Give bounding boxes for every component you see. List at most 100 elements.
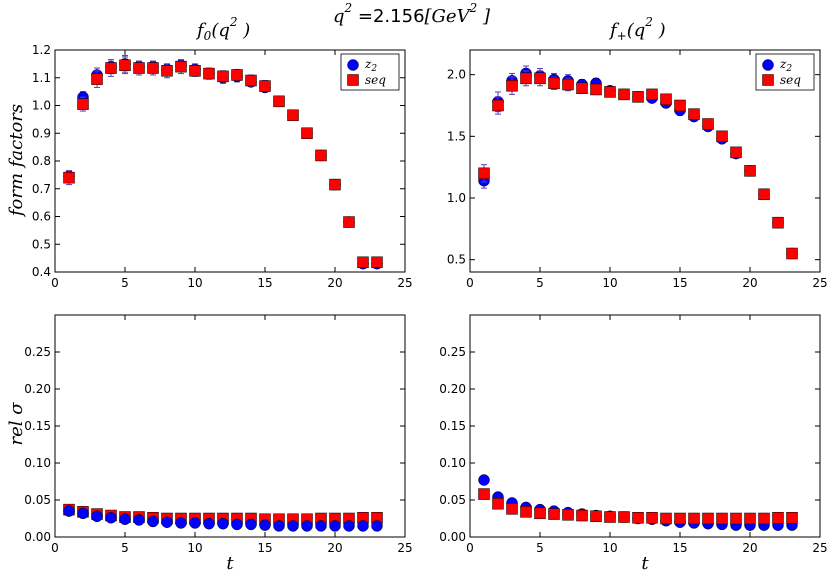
ytick-label: 0.9 bbox=[32, 126, 51, 140]
xtick-label: 0 bbox=[466, 276, 474, 290]
point-seq bbox=[231, 69, 243, 81]
ytick-label: 0.7 bbox=[32, 182, 51, 196]
axes-frame bbox=[469, 314, 821, 538]
point-seq bbox=[744, 165, 756, 177]
xtick-label: 10 bbox=[602, 276, 617, 290]
suptitle-unit-exp: 2 bbox=[469, 1, 478, 15]
point-seq bbox=[562, 509, 574, 521]
ytick-label: 0.15 bbox=[24, 419, 51, 433]
xtick-label: 0 bbox=[51, 276, 59, 290]
ytick-label: 0.20 bbox=[439, 382, 466, 396]
ytick-label: 1.2 bbox=[32, 43, 51, 57]
point-z2 bbox=[315, 520, 327, 532]
point-seq bbox=[343, 216, 355, 228]
point-seq bbox=[632, 512, 644, 524]
point-seq bbox=[660, 93, 672, 106]
point-seq bbox=[506, 80, 518, 92]
point-seq bbox=[562, 78, 574, 91]
legend-label-z2: z2 bbox=[364, 57, 377, 74]
point-seq bbox=[161, 65, 173, 77]
point-z2 bbox=[119, 513, 131, 525]
ytick-label: 0.10 bbox=[24, 456, 51, 470]
xtick-label: 5 bbox=[121, 541, 129, 555]
point-z2 bbox=[259, 519, 271, 531]
point-z2 bbox=[371, 520, 383, 532]
ytick-label: 0.4 bbox=[32, 265, 51, 279]
xtick-label: 25 bbox=[812, 276, 827, 290]
series-seq bbox=[478, 488, 798, 525]
ytick-label: 0.10 bbox=[439, 456, 466, 470]
xtick-label: 10 bbox=[187, 276, 202, 290]
point-z2 bbox=[217, 517, 229, 530]
xtick-label: 25 bbox=[812, 541, 827, 555]
point-z2 bbox=[287, 520, 299, 532]
point-seq bbox=[688, 108, 700, 120]
point-seq bbox=[576, 509, 588, 522]
point-seq bbox=[660, 512, 672, 525]
point-seq bbox=[506, 503, 518, 515]
point-z2 bbox=[105, 512, 117, 524]
point-seq bbox=[576, 82, 588, 94]
ylabel-form-factors: form factors bbox=[6, 104, 27, 218]
point-seq bbox=[147, 62, 159, 74]
point-seq bbox=[646, 512, 658, 524]
point-seq bbox=[618, 511, 630, 523]
point-seq bbox=[91, 73, 103, 85]
xtick-label: 15 bbox=[257, 541, 272, 555]
point-seq bbox=[758, 512, 770, 525]
xlabel-t-left: t bbox=[226, 553, 234, 573]
point-seq bbox=[77, 98, 89, 110]
xtick-label: 25 bbox=[397, 276, 412, 290]
point-seq bbox=[758, 188, 770, 201]
point-seq bbox=[772, 216, 784, 229]
panel-title-fplus: f+(q2 ) bbox=[608, 15, 666, 43]
ytick-label: 2.0 bbox=[447, 68, 466, 82]
point-seq bbox=[646, 88, 658, 101]
point-seq bbox=[730, 512, 742, 525]
panel-bottom-left: 0 5 10 15 20 25 0.00 0.05 0.10 0.15 0.20 0.25 bbox=[24, 314, 413, 555]
point-z2 bbox=[478, 474, 490, 486]
ytick-label: 0.5 bbox=[447, 253, 466, 267]
suptitle-unit-close: ] bbox=[477, 6, 491, 27]
point-z2 bbox=[161, 516, 173, 528]
point-z2 bbox=[189, 517, 201, 529]
point-seq bbox=[133, 62, 145, 74]
series-seq bbox=[478, 70, 798, 260]
point-seq bbox=[674, 99, 686, 112]
point-z2 bbox=[63, 505, 75, 517]
point-seq bbox=[478, 167, 490, 180]
point-seq bbox=[534, 72, 546, 85]
point-seq bbox=[688, 512, 700, 525]
xtick-label: 5 bbox=[536, 541, 544, 555]
point-seq bbox=[744, 512, 756, 525]
axes-frame bbox=[54, 314, 406, 538]
point-seq bbox=[315, 149, 327, 162]
point-seq bbox=[259, 80, 271, 92]
point-seq bbox=[618, 88, 630, 101]
suptitle-eq: = bbox=[352, 6, 373, 27]
suptitle-q-exp: 2 bbox=[344, 1, 353, 15]
series-z2 bbox=[63, 505, 383, 532]
point-seq bbox=[492, 99, 504, 112]
ytick-label: 1.1 bbox=[32, 71, 51, 85]
ytick-label: 0.5 bbox=[32, 237, 51, 251]
suptitle-unit: [GeV bbox=[425, 6, 472, 27]
series-z2 bbox=[63, 55, 383, 270]
xtick-label: 5 bbox=[121, 276, 129, 290]
point-seq bbox=[273, 95, 285, 108]
ytick-label: 0.20 bbox=[24, 382, 51, 396]
point-seq bbox=[674, 512, 686, 525]
ytick-label: 1.0 bbox=[447, 191, 466, 205]
point-seq bbox=[716, 512, 728, 525]
suptitle-q: q bbox=[333, 6, 345, 27]
panel-top-left: 0 5 10 15 20 25 0.4 0.5 0.6 0.7 0.8 0.9 1.0 1.1 1.2 z2s… bbox=[32, 43, 413, 290]
legend-marker-seq bbox=[347, 74, 359, 86]
suptitle-value: 2.156 bbox=[373, 6, 425, 27]
xtick-label: 0 bbox=[51, 541, 59, 555]
ytick-label: 0.25 bbox=[24, 345, 51, 359]
point-seq bbox=[245, 74, 257, 87]
ytick-label: 0.05 bbox=[439, 493, 466, 507]
ytick-label: 1.0 bbox=[32, 99, 51, 113]
point-seq bbox=[786, 512, 798, 524]
